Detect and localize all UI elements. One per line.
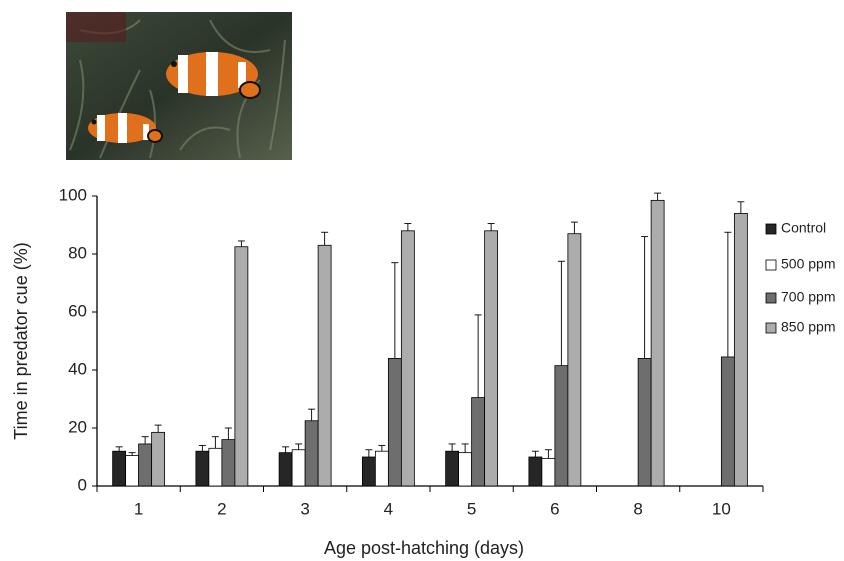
error-bar [544,449,552,459]
error-bar [404,223,412,231]
bar [234,246,249,487]
bar [291,449,306,487]
bar [138,443,153,487]
bar [567,233,582,487]
error-bar [321,231,329,246]
y-tick-label: 20 [68,417,87,436]
legend-swatch [765,322,777,334]
x-tick-label: 5 [467,499,476,518]
error-bar [531,450,539,457]
error-bar [154,424,162,433]
legend-label: 500 ppm [781,256,835,272]
y-tick-label: 40 [68,359,87,378]
x-tick-label: 10 [712,499,731,518]
error-bar [461,443,469,453]
bar [208,447,223,487]
bar [278,452,293,487]
bar [541,458,556,487]
legend-label: 850 ppm [781,319,835,335]
bar [458,452,473,487]
bar [733,212,748,487]
y-tick-label: 80 [68,243,87,262]
bar [195,450,210,487]
bar [374,450,389,487]
x-axis-label: Age post-hatching (days) [324,538,524,558]
bar [554,365,569,487]
error-bar [308,408,316,421]
error-bar [737,201,745,214]
photo [66,12,292,160]
error-bar [654,192,662,201]
error-bar [474,314,482,398]
bar [471,397,486,487]
bar [445,450,460,487]
x-tick-label: 1 [134,499,143,518]
legend-label: Control [781,220,826,236]
error-bar [570,221,578,234]
x-tick-label: 3 [300,499,309,518]
bar [221,439,236,487]
fish [166,52,261,99]
error-bar [641,236,649,359]
legend-swatch [765,292,777,304]
bar [304,420,319,487]
error-bar [211,436,219,449]
error-bar [237,240,245,247]
error-bar [448,443,456,452]
error-bar [295,443,303,450]
bar [112,450,127,487]
x-tick-label: 2 [217,499,226,518]
bar [151,431,166,487]
fish [88,113,163,143]
error-bar [141,436,149,444]
bar [125,455,140,487]
error-bar [128,452,136,456]
legend-label: 700 ppm [781,289,835,305]
error-bar [378,444,386,452]
error-bar [365,449,373,457]
bar [637,357,652,487]
x-tick-label: 8 [633,499,642,518]
error-bar [391,262,399,359]
legend-swatch [765,223,777,235]
y-axis-label: Time in predator cue (%) [11,242,31,439]
y-tick-label: 60 [68,301,87,320]
bar [528,456,543,487]
bar [650,199,665,487]
bar [361,456,376,487]
bar [387,357,402,487]
error-bar [487,223,495,231]
bar [317,244,332,487]
x-tick-label: 4 [384,499,393,518]
y-tick-label: 100 [59,185,87,204]
error-bar [224,427,232,440]
bar [720,356,735,487]
error-bar [198,444,206,452]
bar [484,230,499,487]
bar [400,230,415,487]
error-bar [557,260,565,366]
error-bar [282,446,290,453]
y-tick-label: 0 [78,475,87,494]
x-tick-label: 6 [550,499,559,518]
legend-swatch [765,259,777,271]
error-bar [115,446,123,452]
error-bar [724,231,732,357]
